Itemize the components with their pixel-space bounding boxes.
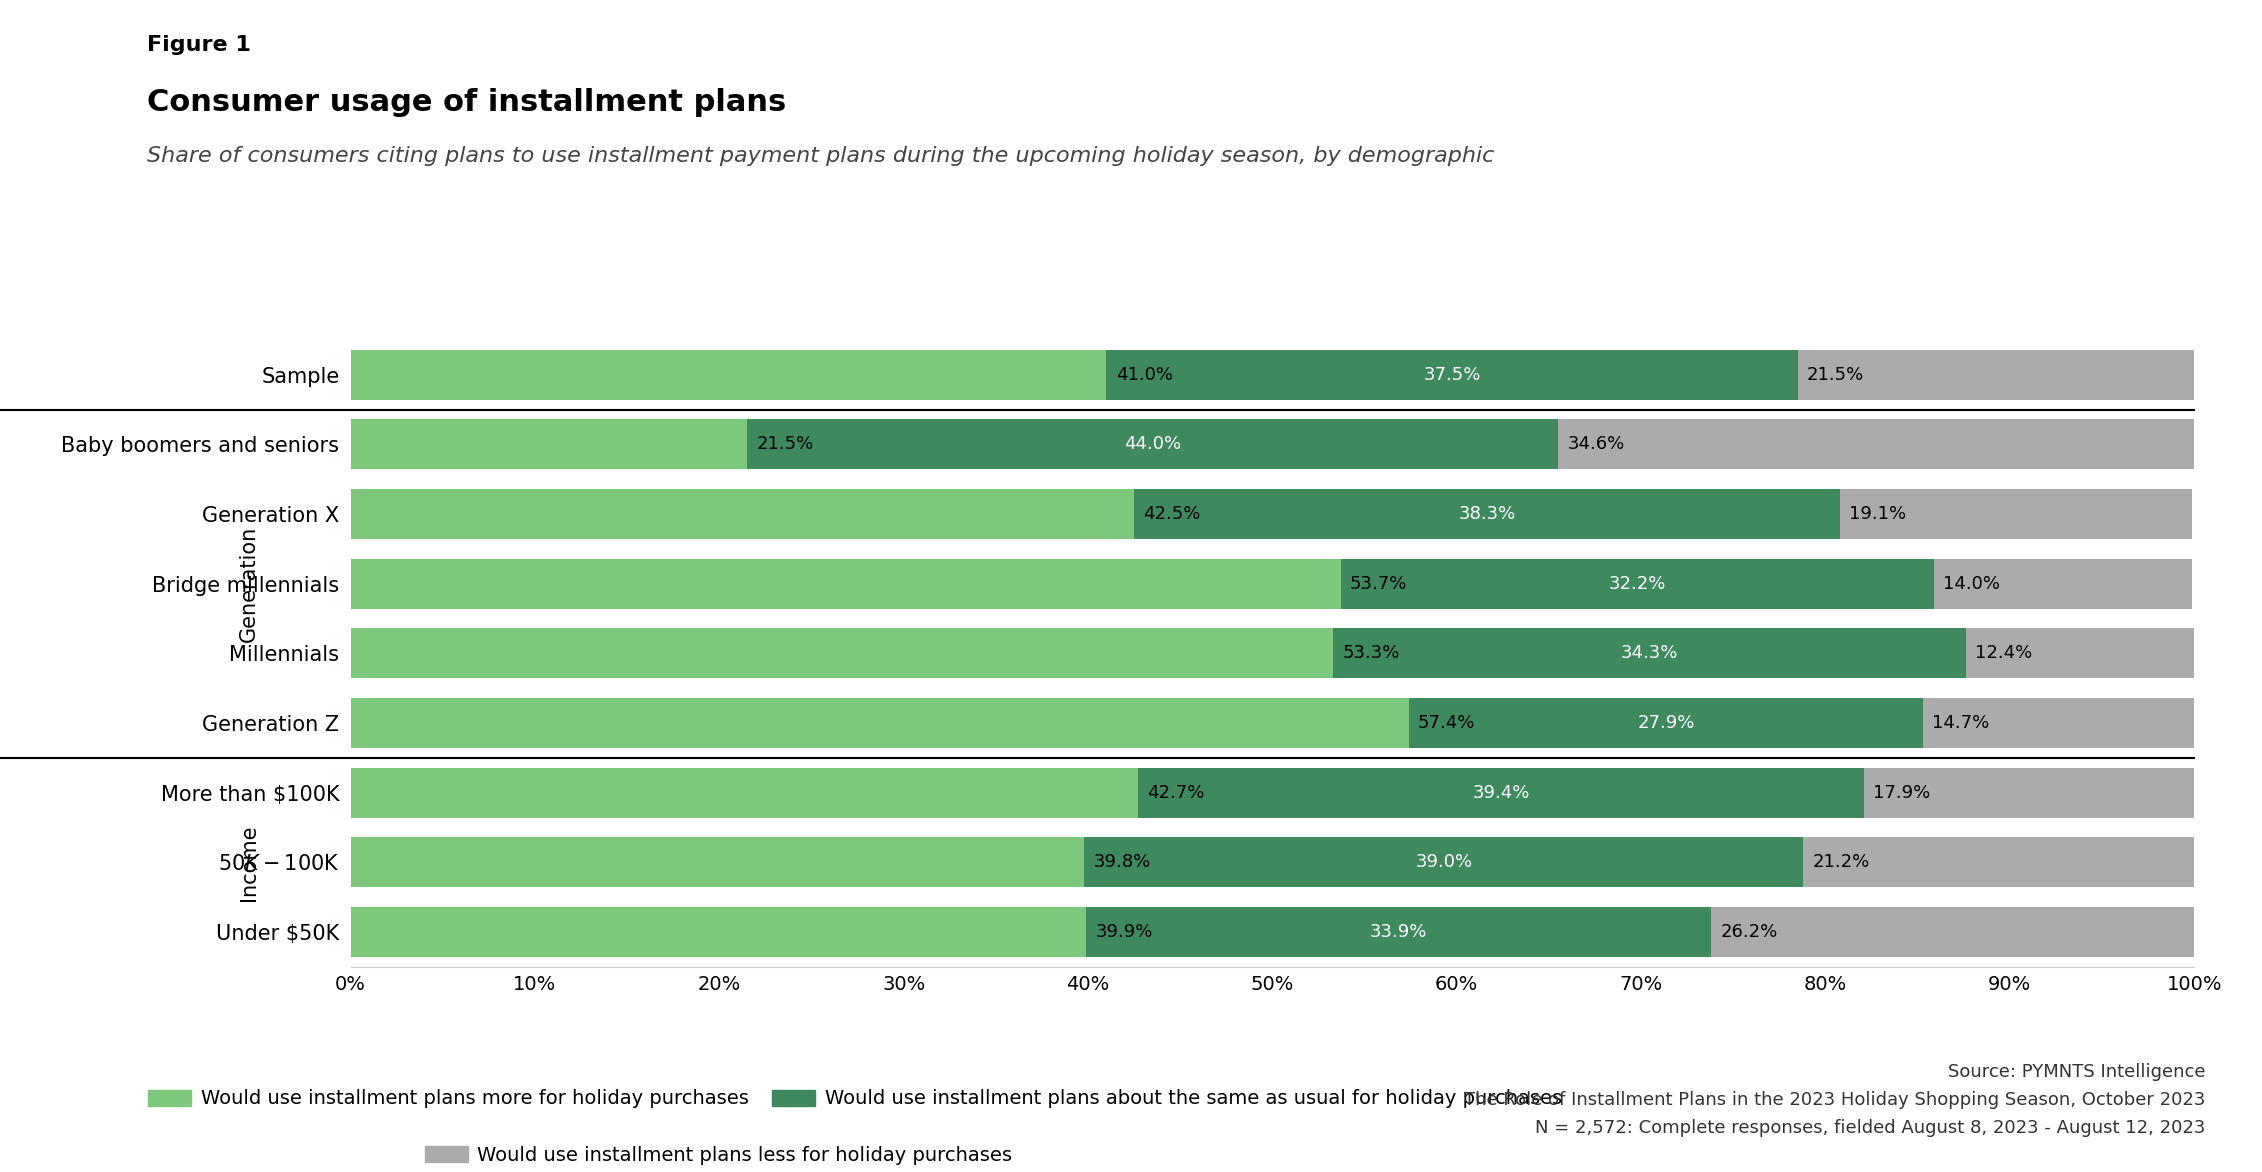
- Bar: [351, 628, 1332, 679]
- Text: 21.5%: 21.5%: [1807, 366, 1864, 383]
- Bar: [1923, 699, 2194, 748]
- Text: 37.5%: 37.5%: [1423, 366, 1482, 383]
- Bar: [351, 559, 1341, 608]
- Bar: [351, 768, 1138, 818]
- Text: 21.5%: 21.5%: [756, 435, 814, 454]
- Text: 21.2%: 21.2%: [1812, 853, 1871, 872]
- Bar: [1106, 349, 1798, 400]
- Text: 39.8%: 39.8%: [1093, 853, 1151, 872]
- Text: Generation: Generation: [240, 525, 258, 642]
- Text: 53.3%: 53.3%: [1341, 645, 1400, 662]
- Text: 17.9%: 17.9%: [1873, 784, 1929, 802]
- Text: 14.7%: 14.7%: [1932, 714, 1991, 732]
- Text: 32.2%: 32.2%: [1608, 574, 1667, 593]
- Text: 26.2%: 26.2%: [1721, 924, 1778, 941]
- Bar: [1798, 349, 2194, 400]
- Bar: [1138, 768, 1864, 818]
- Text: 39.4%: 39.4%: [1473, 784, 1529, 802]
- Text: 53.7%: 53.7%: [1350, 574, 1407, 593]
- Bar: [1086, 907, 1710, 958]
- Bar: [1803, 837, 2194, 887]
- Bar: [1841, 489, 2192, 539]
- Text: 34.6%: 34.6%: [1568, 435, 1624, 454]
- Bar: [351, 349, 1106, 400]
- Bar: [1332, 628, 1966, 679]
- Text: 39.0%: 39.0%: [1416, 853, 1473, 872]
- Bar: [746, 420, 1559, 470]
- Text: 33.9%: 33.9%: [1371, 924, 1427, 941]
- Bar: [351, 489, 1133, 539]
- Text: 41.0%: 41.0%: [1115, 366, 1172, 383]
- Bar: [351, 907, 1086, 958]
- Bar: [1133, 489, 1841, 539]
- Text: Figure 1: Figure 1: [147, 35, 251, 55]
- Bar: [351, 699, 1409, 748]
- Text: 44.0%: 44.0%: [1124, 435, 1181, 454]
- Text: 38.3%: 38.3%: [1459, 505, 1516, 523]
- Text: 19.1%: 19.1%: [1850, 505, 1907, 523]
- Bar: [1710, 907, 2194, 958]
- Text: Consumer usage of installment plans: Consumer usage of installment plans: [147, 88, 787, 117]
- Text: 14.0%: 14.0%: [1943, 574, 2000, 593]
- Bar: [1083, 837, 1803, 887]
- Bar: [1341, 559, 1934, 608]
- Text: Income: Income: [240, 824, 258, 900]
- Text: Share of consumers citing plans to use installment payment plans during the upco: Share of consumers citing plans to use i…: [147, 146, 1495, 166]
- Text: 27.9%: 27.9%: [1638, 714, 1694, 732]
- Text: Source: PYMNTS Intelligence
The Role of Installment Plans in the 2023 Holiday Sh: Source: PYMNTS Intelligence The Role of …: [1464, 1063, 2205, 1137]
- Text: 57.4%: 57.4%: [1418, 714, 1475, 732]
- Legend: Would use installment plans less for holiday purchases: Would use installment plans less for hol…: [425, 1146, 1013, 1165]
- Bar: [1934, 559, 2192, 608]
- Text: 42.7%: 42.7%: [1147, 784, 1203, 802]
- Bar: [1966, 628, 2194, 679]
- Bar: [1409, 699, 1923, 748]
- Bar: [351, 420, 746, 470]
- Bar: [1864, 768, 2194, 818]
- Bar: [351, 837, 1083, 887]
- Bar: [1559, 420, 2196, 470]
- Text: 12.4%: 12.4%: [1975, 645, 2031, 662]
- Text: 39.9%: 39.9%: [1095, 924, 1154, 941]
- Text: 42.5%: 42.5%: [1142, 505, 1201, 523]
- Text: 34.3%: 34.3%: [1620, 645, 1678, 662]
